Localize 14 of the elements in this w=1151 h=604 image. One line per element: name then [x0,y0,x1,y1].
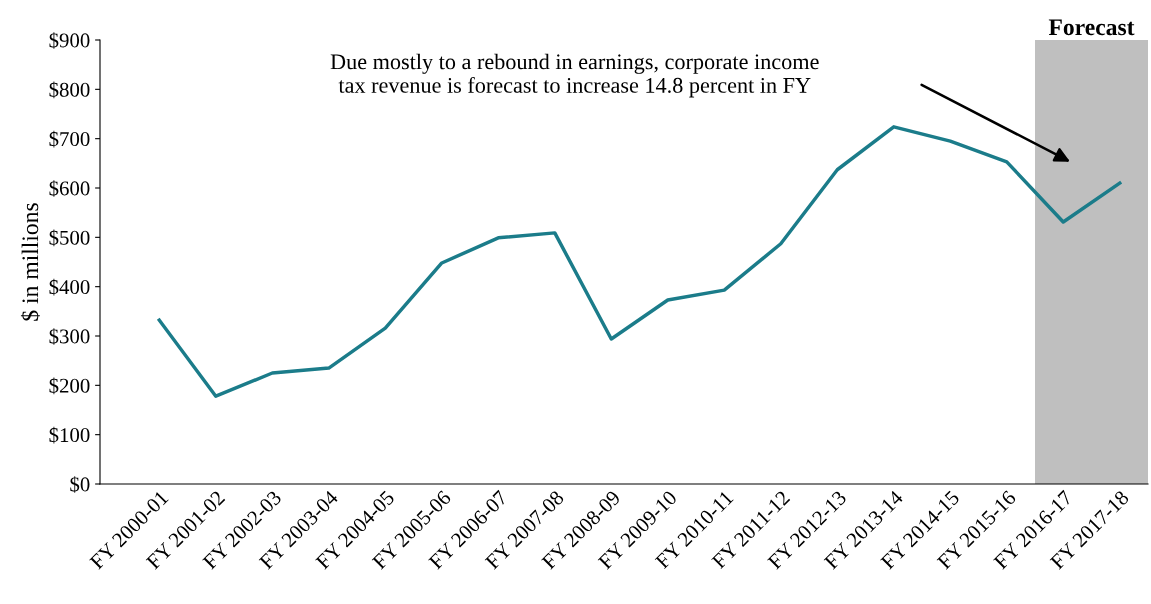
y-tick-label: $0 [70,476,90,493]
y-tick-label: $600 [49,180,90,197]
y-tick-label: $900 [49,32,90,49]
annotation: Due mostly to a rebound in earnings, corporate income tax revenue is forecast to increase 14.8 percent in FY [330,53,819,98]
y-tick-label: $100 [49,426,90,444]
y-tick-label: $800 [49,81,90,99]
y-tick-label: $400 [49,278,90,296]
y-tick-label: $700 [49,130,90,148]
y-axis-title: $ in millions [20,203,40,321]
y-tick-label: $200 [49,377,90,395]
y-tick-label: $500 [49,229,90,247]
y-tick-label: $300 [49,328,90,345]
line-series [157,125,1122,398]
band-label: Forecast [1048,19,1135,36]
